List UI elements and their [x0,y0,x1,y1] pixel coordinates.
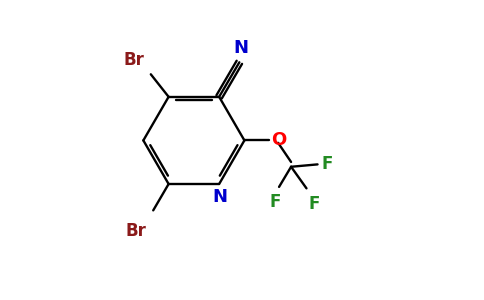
Text: F: F [309,195,320,213]
Text: O: O [271,131,286,149]
Text: Br: Br [126,222,147,240]
Text: N: N [233,39,248,57]
Text: Br: Br [124,50,145,68]
Text: F: F [321,155,333,173]
Text: F: F [270,193,281,211]
Text: N: N [212,188,227,206]
